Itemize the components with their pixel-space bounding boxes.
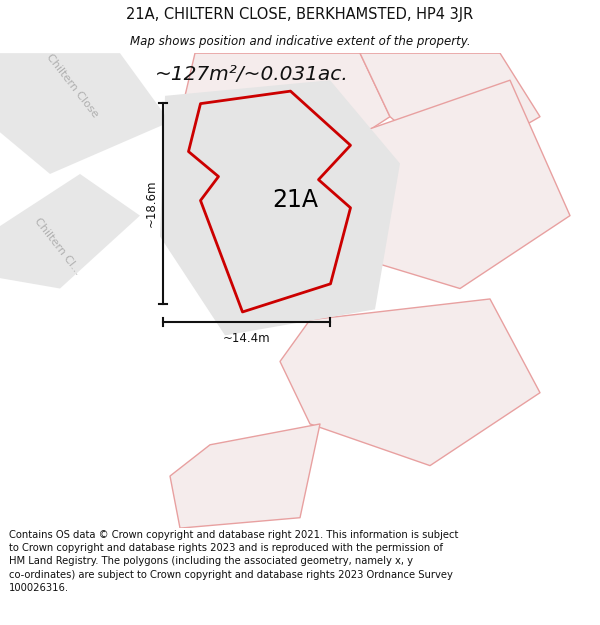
Text: 21A: 21A [272, 188, 318, 212]
Text: Map shows position and indicative extent of the property.: Map shows position and indicative extent… [130, 35, 470, 48]
Text: Chiltern Cl...: Chiltern Cl... [33, 216, 83, 278]
Text: ~127m²/~0.031ac.: ~127m²/~0.031ac. [155, 66, 349, 84]
Text: 21A, CHILTERN CLOSE, BERKHAMSTED, HP4 3JR: 21A, CHILTERN CLOSE, BERKHAMSTED, HP4 3J… [127, 8, 473, 22]
Text: Chiltern Close: Chiltern Close [44, 52, 100, 119]
Text: ~18.6m: ~18.6m [145, 180, 157, 228]
Text: ~14.4m: ~14.4m [223, 332, 271, 345]
Text: Contains OS data © Crown copyright and database right 2021. This information is : Contains OS data © Crown copyright and d… [9, 530, 458, 593]
